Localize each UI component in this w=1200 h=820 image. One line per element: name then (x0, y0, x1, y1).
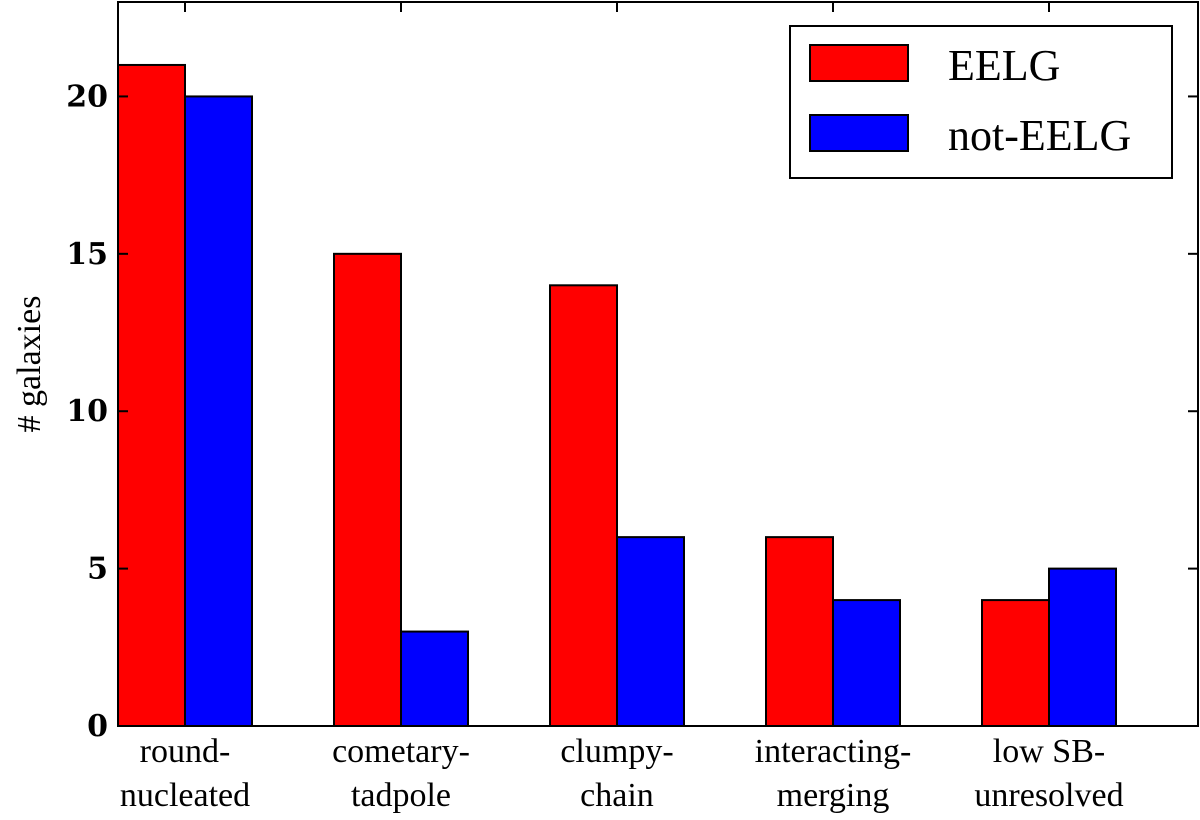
bar-not-eelg-0 (184, 95, 253, 728)
bar-not-eelg-3 (832, 599, 901, 728)
x-category-label-0-line-0: round- (140, 733, 231, 770)
bar-eelg-2 (549, 284, 618, 727)
bar-eelg-1 (333, 252, 402, 727)
bars-group (117, 63, 1117, 728)
y-tick-label-10: 10 (66, 394, 108, 429)
y-tick-label-20: 20 (66, 79, 108, 114)
x-category-label-3-line-0: interacting- (755, 733, 912, 770)
y-ticks-group: 0 5 10 15 20 (66, 79, 1198, 744)
bar-not-eelg-1 (400, 630, 469, 728)
plot-frame (117, 1, 1199, 727)
legend-label-eelg: EELG (948, 41, 1060, 90)
legend-label-not-eelg: not-EELG (948, 111, 1131, 160)
bar-not-eelg-4 (1048, 567, 1117, 728)
x-labels-group: round-nucleated cometary-tadpole clumpy-ch… (120, 2, 1124, 814)
x-category-label-4-line-0: low SB- (993, 733, 1105, 770)
x-category-label-1-line-0: cometary- (332, 733, 470, 770)
y-tick-label-15: 15 (66, 237, 108, 272)
y-axis-label: # galaxies (11, 296, 48, 433)
y-tick-label-5: 5 (87, 552, 108, 587)
x-category-label-4-line-1: unresolved (974, 777, 1123, 814)
bar-not-eelg-2 (616, 536, 685, 727)
bar-eelg-3 (765, 536, 834, 727)
x-category-label-2-line-0: clumpy- (560, 733, 673, 770)
x-category-label-3-line-1: merging (777, 777, 890, 814)
legend-swatch-eelg (809, 44, 909, 82)
x-category-label-1-line-1: tadpole (351, 777, 451, 814)
bar-eelg-4 (981, 599, 1050, 728)
legend-swatch-not-eelg (809, 114, 909, 152)
x-category-label-0-line-1: nucleated (120, 777, 250, 814)
x-category-label-2-line-1: chain (580, 777, 654, 814)
bar-eelg-0 (117, 63, 186, 727)
y-tick-label-0: 0 (87, 709, 108, 744)
legend: EELG not-EELG (789, 25, 1173, 179)
